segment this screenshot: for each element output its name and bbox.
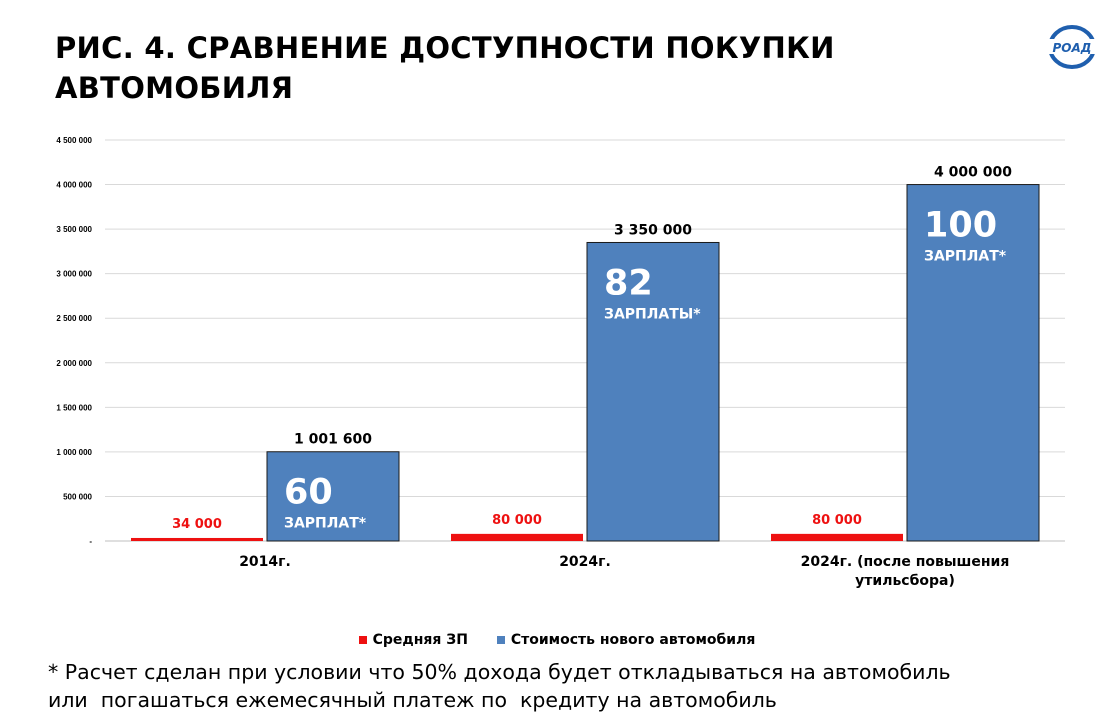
data-label-salary: 80 000: [812, 513, 862, 528]
y-tick-label: 4 500 000: [56, 136, 92, 145]
y-tick-label: 3 500 000: [56, 225, 92, 234]
svg-text:РОАД: РОАД: [1053, 41, 1092, 55]
annotation-text: ЗАРПЛАТ*: [284, 516, 367, 532]
data-label-salary: 34 000: [172, 517, 222, 532]
y-tick-label: 4 000 000: [56, 181, 92, 190]
annotation-text: ЗАРПЛАТ*: [924, 249, 1007, 265]
y-tick-label: 1 000 000: [56, 448, 92, 457]
chart-title: РИС. 4. СРАВНЕНИЕ ДОСТУПНОСТИ ПОКУПКИ АВ…: [55, 31, 835, 105]
y-tick-label: 1 500 000: [56, 403, 92, 412]
data-label-car: 1 001 600: [294, 432, 372, 448]
annotation-text: ЗАРПЛАТЫ*: [604, 306, 701, 322]
data-label-car: 4 000 000: [934, 165, 1012, 181]
data-label-salary: 80 000: [492, 513, 542, 528]
y-tick-label: -: [89, 537, 92, 546]
bar-chart: - 500 000 1 000 000 1 500 000 2 000 000 2 500…: [56, 136, 1065, 589]
annotation-number: 60: [284, 473, 333, 513]
bar-car: [266, 451, 400, 542]
legend-swatch-car: [496, 636, 505, 644]
y-tick-label: 500 000: [63, 492, 92, 501]
data-label-car: 3 350 000: [614, 222, 692, 238]
legend-label-salary: Средняя ЗП: [372, 632, 468, 648]
legend-item-car: Стоимость нового автомобиля: [496, 632, 756, 648]
y-tick-label: 3 000 000: [56, 270, 92, 279]
legend-label-car: Стоимость нового автомобиля: [510, 632, 756, 648]
x-tick-label: 2024г. (после повышения: [801, 554, 1010, 570]
bar-salary: [131, 537, 263, 541]
y-tick-label: 2 000 000: [56, 359, 92, 368]
annotation-number: 100: [924, 206, 997, 246]
annotation-number: 82: [604, 263, 653, 303]
x-tick-label: 2024г.: [559, 554, 611, 570]
bar-salary: [771, 533, 903, 541]
x-tick-label: утильсбора): [855, 573, 955, 589]
bar-car: [906, 184, 1040, 542]
legend-item-salary: Средняя ЗП: [358, 632, 468, 648]
bar-salary: [451, 533, 583, 541]
bar-car: [586, 241, 720, 542]
legend-swatch-salary: [358, 636, 367, 644]
x-tick-label: 2014г.: [239, 554, 291, 570]
footnote: * Расчет сделан при условии что 50% дохо…: [48, 660, 951, 712]
y-tick-label: 2 500 000: [56, 314, 92, 323]
legend: Средняя ЗП Стоимость нового автомобиля: [0, 632, 1114, 648]
road-logo-icon: РОАД: [1047, 25, 1097, 69]
